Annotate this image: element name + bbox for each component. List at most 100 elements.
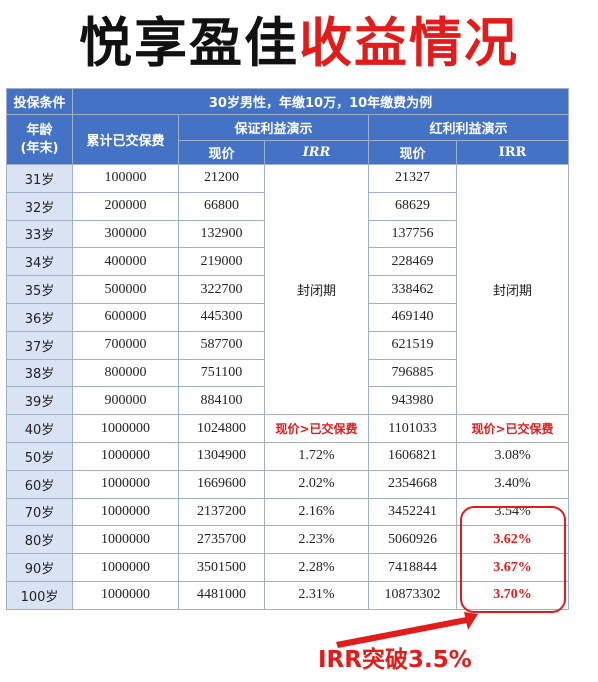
subheader-bonus-value: 现价 bbox=[368, 140, 457, 165]
table-row: 70岁 1000000 2137200 2.16% 3452241 3.54% bbox=[6, 497, 570, 527]
title-part-red: 收益情况 bbox=[299, 13, 519, 74]
guaranteed-value-cell: 4481000 bbox=[178, 580, 265, 610]
guaranteed-irr-cell: 2.16% bbox=[264, 497, 369, 527]
bonus-value-cell: 2354668 bbox=[368, 469, 457, 499]
guaranteed-breakeven: 现价>已交保费 bbox=[264, 414, 369, 443]
col-header-age: 年龄 (年末) bbox=[6, 114, 73, 165]
paid-cell: 1000000 bbox=[72, 580, 179, 610]
subheader-guaranteed-value: 现价 bbox=[178, 140, 265, 165]
age-cell: 36岁 bbox=[6, 302, 73, 332]
bonus-value-cell: 338462 bbox=[368, 275, 457, 304]
guaranteed-value-cell: 3501500 bbox=[178, 553, 265, 582]
table-row: 40岁 1000000 1024800 现价>已交保费 1101033 现价>已交保费 bbox=[6, 414, 570, 443]
table-body: 31岁 100000 21200 封闭期 21327 封闭期 32岁 200000 66800 6… bbox=[6, 163, 570, 610]
condition-value: 30岁男性，年缴10万，10年缴费为例 bbox=[71, 88, 570, 115]
bonus-closed-period: 封闭期 bbox=[455, 163, 570, 416]
bonus-value-cell: 137756 bbox=[368, 219, 457, 249]
bonus-value-cell: 1101033 bbox=[368, 414, 457, 443]
table-row: 32岁 200000 66800 68629 bbox=[6, 191, 569, 221]
bonus-breakeven: 现价>已交保费 bbox=[455, 414, 570, 443]
guaranteed-value-cell: 445300 bbox=[178, 302, 265, 332]
age-cell: 33岁 bbox=[6, 219, 73, 249]
bonus-value-cell: 796885 bbox=[368, 358, 457, 388]
guaranteed-value-cell: 751100 bbox=[178, 358, 265, 388]
bonus-value-cell: 469140 bbox=[368, 302, 457, 332]
subheader-guaranteed-irr: IRR bbox=[264, 140, 369, 165]
paid-cell: 1000000 bbox=[72, 469, 179, 499]
bonus-value-cell: 7418844 bbox=[368, 553, 457, 582]
bonus-value-cell: 10873302 bbox=[368, 580, 457, 610]
guaranteed-value-cell: 587700 bbox=[178, 330, 265, 360]
bonus-irr-cell: 3.70% bbox=[455, 580, 570, 610]
age-cell: 50岁 bbox=[6, 441, 73, 471]
age-cell: 34岁 bbox=[6, 247, 73, 277]
table-row: 34岁 400000 219000 228469 bbox=[6, 247, 569, 277]
irr-annotation: IRR突破3.5% bbox=[318, 647, 472, 673]
table-row: 33岁 300000 132900 137756 bbox=[6, 219, 569, 249]
title-part-black: 悦享盈佳 bbox=[79, 13, 299, 74]
guaranteed-value-cell: 21200 bbox=[178, 164, 265, 193]
guaranteed-value-cell: 2137200 bbox=[178, 497, 265, 527]
subheader-bonus-irr: IRR bbox=[455, 140, 570, 165]
age-cell: 32岁 bbox=[6, 191, 73, 221]
paid-cell: 1000000 bbox=[72, 553, 179, 582]
page-title: 悦享盈佳收益情况 bbox=[0, 4, 598, 84]
guaranteed-value-cell: 219000 bbox=[178, 247, 265, 277]
bonus-irr-cell: 3.40% bbox=[455, 469, 570, 499]
age-cell: 38岁 bbox=[6, 358, 73, 388]
guaranteed-value-cell: 884100 bbox=[178, 386, 265, 416]
paid-cell: 400000 bbox=[72, 247, 179, 277]
table-row: 50岁 1000000 1304900 1.72% 1606821 3.08% bbox=[6, 441, 570, 471]
guaranteed-irr-cell: 2.28% bbox=[264, 553, 369, 582]
table-row: 100岁 1000000 4481000 2.31% 10873302 3.70% bbox=[6, 580, 570, 610]
paid-cell: 1000000 bbox=[72, 497, 179, 527]
age-cell: 80岁 bbox=[6, 525, 73, 555]
table-row: 35岁 500000 322700 338462 bbox=[6, 275, 569, 304]
paid-cell: 1000000 bbox=[72, 441, 179, 471]
bonus-irr-cell: 3.08% bbox=[455, 441, 570, 471]
bonus-value-cell: 68629 bbox=[368, 191, 457, 221]
table-row: 60岁 1000000 1669600 2.02% 2354668 3.40% bbox=[6, 469, 570, 499]
paid-cell: 800000 bbox=[72, 358, 179, 388]
paid-cell: 600000 bbox=[72, 302, 179, 332]
guaranteed-value-cell: 66800 bbox=[178, 191, 265, 221]
guaranteed-irr-cell: 2.02% bbox=[264, 469, 369, 499]
table-row: 90岁 1000000 3501500 2.28% 7418844 3.67% bbox=[6, 553, 570, 582]
guaranteed-value-cell: 132900 bbox=[178, 219, 265, 249]
paid-cell: 700000 bbox=[72, 330, 179, 360]
highlight-box bbox=[460, 506, 566, 613]
table-row: 36岁 600000 445300 469140 bbox=[6, 302, 569, 332]
col-header-paid: 累计已交保费 bbox=[72, 114, 179, 165]
bonus-value-cell: 21327 bbox=[368, 164, 457, 193]
bonus-value-cell: 5060926 bbox=[368, 525, 457, 555]
paid-cell: 1000000 bbox=[72, 525, 179, 555]
table-row: 37岁 700000 587700 621519 bbox=[6, 330, 569, 360]
paid-cell: 100000 bbox=[72, 164, 179, 193]
guaranteed-irr-cell: 1.72% bbox=[264, 441, 369, 471]
returns-table: 投保条件 30岁男性，年缴10万，10年缴费为例 年龄 (年末) 累计已交保费 … bbox=[6, 88, 570, 610]
guaranteed-irr-cell: 2.23% bbox=[264, 525, 369, 555]
guaranteed-irr-cell: 2.31% bbox=[264, 580, 369, 610]
paid-cell: 900000 bbox=[72, 386, 179, 416]
table-row: 39岁 900000 884100 943980 bbox=[6, 386, 569, 416]
bonus-value-cell: 3452241 bbox=[368, 497, 457, 527]
guaranteed-value-cell: 1304900 bbox=[178, 441, 265, 471]
age-cell: 35岁 bbox=[6, 275, 73, 304]
bonus-value-cell: 1606821 bbox=[368, 441, 457, 471]
age-cell: 31岁 bbox=[6, 164, 73, 193]
age-cell: 90岁 bbox=[6, 553, 73, 582]
group-header-guaranteed: 保证利益演示 bbox=[178, 114, 369, 141]
bonus-irr-cell: 3.54% bbox=[455, 497, 570, 527]
paid-cell: 500000 bbox=[72, 275, 179, 304]
paid-cell: 300000 bbox=[72, 219, 179, 249]
age-cell: 39岁 bbox=[6, 386, 73, 416]
age-cell: 70岁 bbox=[6, 497, 73, 527]
group-header-bonus: 红利利益演示 bbox=[367, 114, 570, 141]
paid-cell: 200000 bbox=[72, 191, 179, 221]
guaranteed-value-cell: 1669600 bbox=[178, 469, 265, 499]
guaranteed-value-cell: 1024800 bbox=[178, 414, 265, 443]
condition-label: 投保条件 bbox=[6, 88, 73, 115]
table-row: 31岁 100000 21200 封闭期 21327 封闭期 bbox=[6, 163, 570, 416]
bonus-value-cell: 943980 bbox=[368, 386, 457, 416]
bonus-value-cell: 621519 bbox=[368, 330, 457, 360]
